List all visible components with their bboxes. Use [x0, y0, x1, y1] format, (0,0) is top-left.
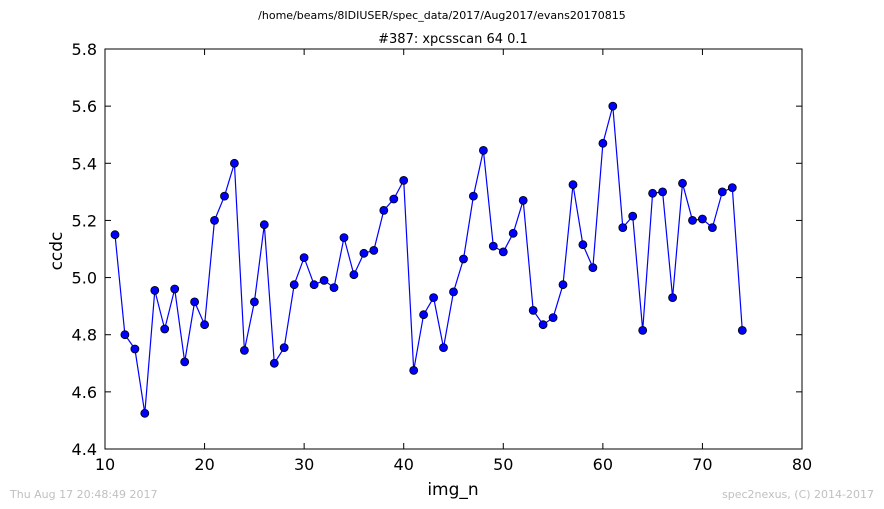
x-tick-label: 30 — [294, 455, 314, 474]
data-point — [229, 158, 239, 168]
data-point — [737, 325, 747, 335]
data-point — [319, 275, 329, 285]
x-tick-label: 10 — [95, 455, 115, 474]
chart-suptitle: /home/beams/8IDIUSER/spec_data/2017/Aug2… — [258, 9, 626, 22]
data-point — [568, 180, 578, 190]
x-axis-label: img_n — [427, 480, 478, 500]
chart-title: #387: xpcsscan 64 0.1 — [378, 32, 528, 47]
data-point — [668, 293, 677, 303]
data-point — [658, 187, 667, 197]
data-point — [727, 183, 737, 193]
data-point — [478, 145, 488, 155]
data-point — [190, 297, 200, 307]
y-tick-label: 5.4 — [72, 154, 97, 173]
data-point — [120, 330, 130, 340]
data-point — [379, 205, 389, 215]
data-point — [449, 287, 458, 297]
data-point — [648, 188, 657, 198]
data-point — [538, 320, 548, 330]
data-point — [399, 175, 409, 185]
data-point — [309, 280, 319, 290]
data-point — [419, 310, 429, 320]
data-point — [130, 344, 140, 354]
timestamp-footer: Thu Aug 17 20:48:49 2017 — [10, 488, 158, 501]
data-point — [698, 214, 707, 224]
data-point — [140, 408, 150, 418]
y-axis-label: ccdc — [47, 232, 67, 271]
data-point — [518, 195, 528, 205]
data-point — [429, 293, 439, 303]
data-point — [299, 253, 309, 263]
x-tick-label: 40 — [394, 455, 414, 474]
x-tick-label: 50 — [493, 455, 513, 474]
data-point — [508, 228, 518, 238]
data-point — [708, 223, 717, 233]
data-point — [359, 248, 369, 258]
data-point — [369, 245, 379, 255]
data-point — [200, 320, 210, 330]
data-point — [678, 178, 687, 188]
data-point — [389, 194, 399, 204]
data-point — [459, 254, 468, 264]
data-point — [498, 247, 508, 257]
data-point — [180, 357, 190, 367]
data-point — [160, 324, 170, 334]
y-tick-label: 5.6 — [72, 97, 97, 116]
data-point — [269, 358, 279, 368]
data-point — [528, 305, 538, 315]
data-point — [249, 297, 259, 307]
data-point — [339, 233, 349, 243]
data-point — [259, 220, 269, 230]
x-tick-label: 80 — [792, 455, 812, 474]
data-point — [329, 283, 339, 293]
data-point — [468, 191, 478, 201]
x-tick-label: 20 — [194, 455, 214, 474]
data-point — [409, 365, 419, 375]
axis-ticks — [104, 48, 803, 450]
y-tick-label: 4.8 — [72, 326, 97, 345]
data-point — [548, 313, 558, 323]
x-tick-label: 70 — [692, 455, 712, 474]
y-tick-label: 5.2 — [72, 211, 97, 230]
data-point — [688, 215, 697, 225]
plot-frame — [104, 48, 803, 450]
series-markers — [110, 101, 747, 418]
data-point — [608, 101, 618, 111]
data-point — [488, 241, 498, 251]
data-point — [598, 138, 608, 148]
data-point — [578, 240, 588, 250]
data-point — [439, 343, 448, 353]
x-tick-label: 60 — [593, 455, 613, 474]
data-point — [210, 215, 219, 225]
data-point — [220, 191, 229, 201]
data-point — [349, 270, 359, 280]
data-point — [239, 345, 249, 355]
data-point — [150, 285, 160, 295]
y-tick-label: 4.6 — [72, 383, 97, 402]
axis-tick-labels: 10 20 30 40 50 60 70 80 4.4 4.6 4.8 5.0 5.2 5.4 5.6 5.8 — [72, 40, 813, 474]
y-tick-label: 4.4 — [72, 440, 97, 459]
series-line — [114, 105, 743, 414]
data-point — [588, 263, 598, 273]
data-point — [638, 325, 648, 335]
y-tick-label: 5.0 — [72, 269, 97, 288]
data-point — [110, 230, 120, 240]
data-point — [618, 223, 628, 233]
credit-footer: spec2nexus, (C) 2014-2017 — [722, 488, 874, 501]
data-point — [289, 280, 299, 290]
data-point — [558, 280, 568, 290]
data-point — [170, 284, 180, 294]
data-point — [628, 211, 638, 221]
data-point — [717, 187, 727, 197]
y-tick-label: 5.8 — [72, 40, 97, 59]
data-point — [279, 343, 289, 353]
